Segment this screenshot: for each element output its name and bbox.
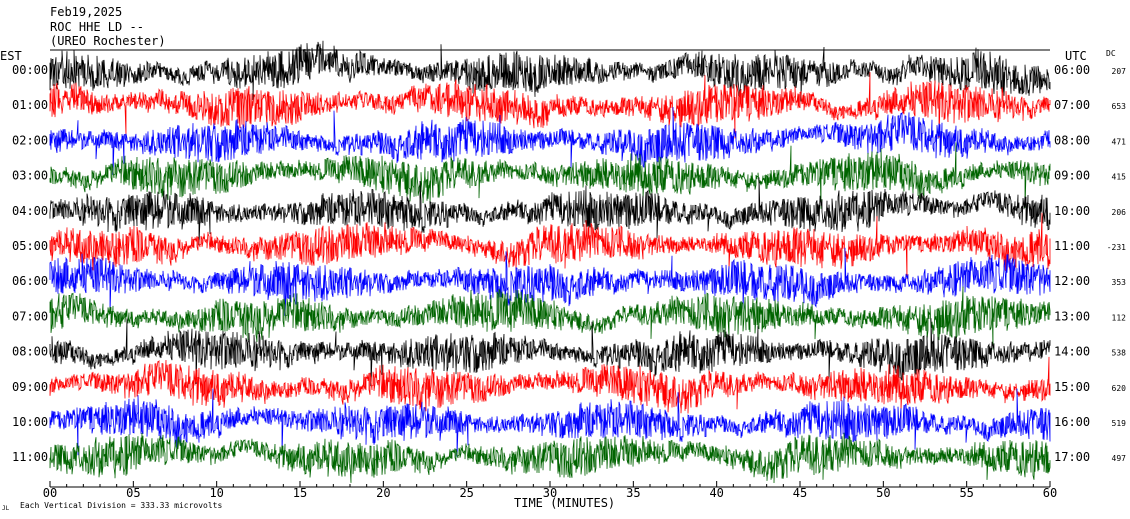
x-axis-title: TIME (MINUTES): [514, 496, 615, 510]
x-tick-label: 05: [126, 486, 140, 500]
est-hour-label: 05:00: [12, 239, 48, 253]
scale-note: Each Vertical Division = 333.33 microvol…: [20, 501, 222, 510]
dc-offset-label: 207: [1112, 67, 1127, 76]
utc-axis-title: UTC: [1065, 49, 1087, 63]
trace-row-0800: [49, 318, 1051, 387]
dc-offset-label: 206: [1112, 208, 1127, 217]
trace-row-0300: [49, 142, 1051, 209]
est-hour-label: 10:00: [12, 415, 48, 429]
est-hour-label: 02:00: [12, 133, 48, 147]
utc-hour-label: 12:00: [1054, 274, 1090, 288]
x-tick-label: 10: [209, 486, 223, 500]
trace-row-0000: [49, 40, 1051, 102]
est-hour-label: 11:00: [12, 450, 48, 464]
x-axis-labels: 00 05 10 15 20 25 30 35 40 45 50 55 60: [43, 486, 1057, 500]
station-code: ROC HHE LD --: [50, 20, 144, 34]
utc-hour-label: 06:00: [1054, 63, 1090, 77]
x-tick-label: 55: [959, 486, 973, 500]
est-axis-title: EST: [0, 49, 22, 63]
est-hour-label: 06:00: [12, 274, 48, 288]
dc-offset-label: -231: [1107, 243, 1126, 252]
record-date: Feb19,2025: [50, 5, 122, 19]
dc-axis-title: DC: [1106, 49, 1116, 58]
x-tick-label: 15: [293, 486, 307, 500]
dc-offset-label: 415: [1112, 173, 1127, 182]
utc-hour-label: 09:00: [1054, 169, 1090, 183]
trace-row-1000: [49, 388, 1051, 457]
est-hour-label: 08:00: [12, 345, 48, 359]
utc-hour-label: 17:00: [1054, 450, 1090, 464]
dc-offset-label: 112: [1112, 313, 1127, 322]
network-name: (UREO Rochester): [50, 34, 166, 48]
trace-row-0900: [49, 356, 1051, 414]
x-tick-label: 60: [1043, 486, 1057, 500]
x-tick-label: 50: [876, 486, 890, 500]
row-labels: 00:00 06:00 207 01:00 07:00 653 02:00 08:00 471 0…: [12, 63, 1126, 464]
dc-offset-label: 471: [1112, 137, 1127, 146]
x-tick-label: 40: [709, 486, 723, 500]
utc-hour-label: 07:00: [1054, 98, 1090, 112]
trace-row-0100: [49, 72, 1051, 139]
utc-hour-label: 14:00: [1054, 345, 1090, 359]
utc-hour-label: 13:00: [1054, 309, 1090, 323]
trace-row-0700: [49, 286, 1051, 350]
utc-hour-label: 08:00: [1054, 133, 1090, 147]
x-tick-label: 45: [793, 486, 807, 500]
x-tick-label: 35: [626, 486, 640, 500]
trace-row-0500: [49, 212, 1051, 280]
est-hour-label: 07:00: [12, 309, 48, 323]
corner-mark: JL: [2, 505, 10, 512]
dc-offset-label: 620: [1112, 384, 1127, 393]
est-hour-label: 00:00: [12, 63, 48, 77]
x-axis-ticks: [49, 481, 1051, 487]
dc-offset-label: 519: [1112, 419, 1127, 428]
x-tick-label: 25: [459, 486, 473, 500]
est-hour-label: 01:00: [12, 98, 48, 112]
trace-row-0200: [49, 106, 1051, 175]
trace-row-1100: [49, 432, 1051, 484]
x-tick-label: 30: [543, 486, 557, 500]
dc-offset-label: 497: [1112, 454, 1127, 463]
seismic-traces: [49, 40, 1051, 484]
dc-offset-label: 538: [1112, 349, 1127, 358]
utc-hour-label: 11:00: [1054, 239, 1090, 253]
utc-hour-label: 10:00: [1054, 204, 1090, 218]
utc-hour-label: 16:00: [1054, 415, 1090, 429]
est-hour-label: 04:00: [12, 204, 48, 218]
trace-row-0400: [49, 177, 1051, 246]
trace-row-0600: [49, 247, 1051, 316]
utc-hour-label: 15:00: [1054, 380, 1090, 394]
dc-offset-label: 653: [1112, 102, 1127, 111]
dc-offset-label: 353: [1112, 278, 1127, 287]
x-tick-label: 00: [43, 486, 57, 500]
est-hour-label: 03:00: [12, 169, 48, 183]
x-tick-label: 20: [376, 486, 390, 500]
est-hour-label: 09:00: [12, 380, 48, 394]
